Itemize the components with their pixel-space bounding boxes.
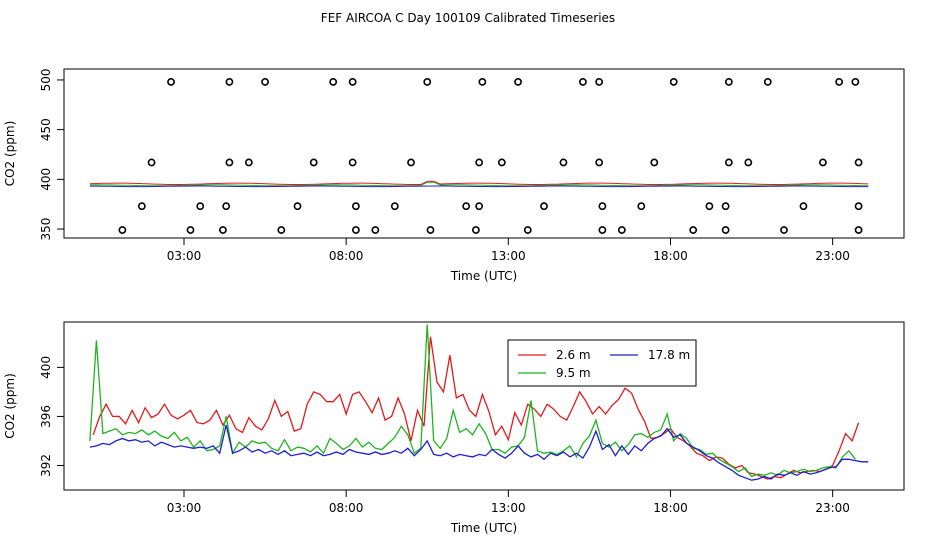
y-tick-label: 450	[39, 118, 53, 141]
data-marker	[219, 226, 227, 234]
data-marker	[637, 202, 646, 211]
data-marker	[763, 78, 772, 86]
data-marker	[851, 78, 860, 86]
data-marker	[293, 202, 302, 211]
data-marker	[329, 78, 338, 86]
data-marker	[351, 202, 360, 211]
data-marker	[598, 226, 607, 234]
data-marker	[598, 202, 607, 211]
data-marker	[407, 158, 415, 167]
data-marker	[721, 226, 730, 234]
y-tick-label: 400	[39, 356, 53, 379]
data-marker	[497, 158, 506, 167]
data-marker	[854, 226, 863, 234]
data-marker	[744, 158, 753, 167]
y-axis-title: CO2 (ppm)	[3, 373, 17, 439]
data-marker	[835, 78, 844, 86]
legend-label-2-6m: 2.6 m	[556, 348, 591, 362]
data-marker	[475, 158, 484, 167]
data-marker	[780, 226, 788, 234]
legend: 2.6 m 17.8 m 9.5 m	[507, 339, 697, 387]
x-tick-label: 13:00	[491, 501, 526, 515]
data-marker	[650, 158, 659, 167]
y-axis-title: CO2 (ppm)	[3, 121, 17, 187]
data-marker	[167, 78, 175, 86]
data-marker	[617, 226, 626, 234]
data-marker	[854, 158, 863, 167]
data-marker	[351, 226, 360, 234]
data-marker	[689, 226, 698, 234]
x-tick-label: 13:00	[491, 249, 526, 263]
data-marker	[669, 78, 678, 86]
data-marker	[222, 202, 231, 211]
data-marker	[137, 202, 146, 211]
x-tick-label: 03:00	[167, 501, 202, 515]
data-marker	[475, 202, 484, 211]
data-marker	[348, 158, 357, 167]
data-marker	[348, 78, 357, 86]
x-tick-label: 08:00	[329, 501, 364, 515]
data-marker	[540, 202, 548, 211]
data-marker	[309, 158, 318, 167]
x-axis-title: Time (UTC)	[450, 269, 517, 283]
x-tick-label: 08:00	[329, 249, 364, 263]
data-marker	[514, 78, 522, 86]
top-series-line	[89, 180, 869, 185]
x-tick-label: 18:00	[653, 249, 688, 263]
series-line-17-8-m	[89, 424, 869, 481]
data-marker	[471, 226, 480, 234]
legend-label-9-5m: 9.5 m	[556, 366, 591, 380]
data-marker	[196, 202, 205, 211]
data-marker	[426, 226, 435, 234]
data-marker	[261, 78, 269, 86]
y-tick-label: 400	[39, 168, 53, 191]
legend-label-17-8m: 17.8 m	[648, 348, 690, 362]
data-marker	[147, 158, 156, 167]
series-line-9-5-m	[89, 324, 856, 478]
data-marker	[186, 226, 195, 234]
plot-frame-1	[63, 68, 905, 239]
x-tick-label: 23:00	[815, 249, 850, 263]
top-series-line	[89, 181, 869, 187]
x-tick-label: 03:00	[167, 249, 202, 263]
y-tick-label: 396	[39, 405, 53, 428]
data-marker	[559, 158, 568, 167]
x-tick-label: 23:00	[815, 501, 850, 515]
legend-box	[507, 339, 697, 387]
top-panel: 03:00 08:00 13:00 18:00 23:00 350 400 450 500 Tim…	[3, 68, 905, 283]
plot-frame-2	[63, 321, 905, 491]
data-marker	[244, 158, 253, 167]
figure-title: FEF AIRCOA C Day 100109 Calibrated Times…	[321, 11, 615, 25]
y-tick-label: 350	[39, 218, 53, 241]
data-marker	[371, 226, 380, 234]
bottom-panel: 03:00 08:00 13:00 18:00 23:00 392 396 400 Time (…	[3, 321, 905, 535]
data-marker	[225, 158, 234, 167]
series-line-2-6-m	[92, 336, 860, 480]
data-marker	[225, 78, 234, 86]
data-marker	[423, 78, 432, 86]
data-marker	[705, 202, 714, 211]
x-axis-title: Time (UTC)	[450, 521, 517, 535]
data-marker	[579, 78, 587, 86]
data-marker	[390, 202, 399, 211]
data-marker	[595, 158, 604, 167]
data-marker	[721, 202, 730, 211]
data-marker	[724, 78, 733, 86]
data-marker	[595, 78, 604, 86]
data-marker	[819, 158, 827, 167]
data-marker	[277, 226, 286, 234]
data-marker	[523, 226, 532, 234]
top-series-line	[89, 185, 869, 188]
x-tick-label: 18:00	[653, 501, 688, 515]
data-marker	[799, 202, 808, 211]
data-marker	[118, 226, 127, 234]
data-marker	[462, 202, 471, 211]
data-marker	[478, 78, 487, 86]
data-marker	[854, 202, 863, 211]
y-tick-label: 500	[39, 68, 53, 91]
y-tick-label: 392	[39, 454, 53, 477]
data-marker	[724, 158, 733, 167]
